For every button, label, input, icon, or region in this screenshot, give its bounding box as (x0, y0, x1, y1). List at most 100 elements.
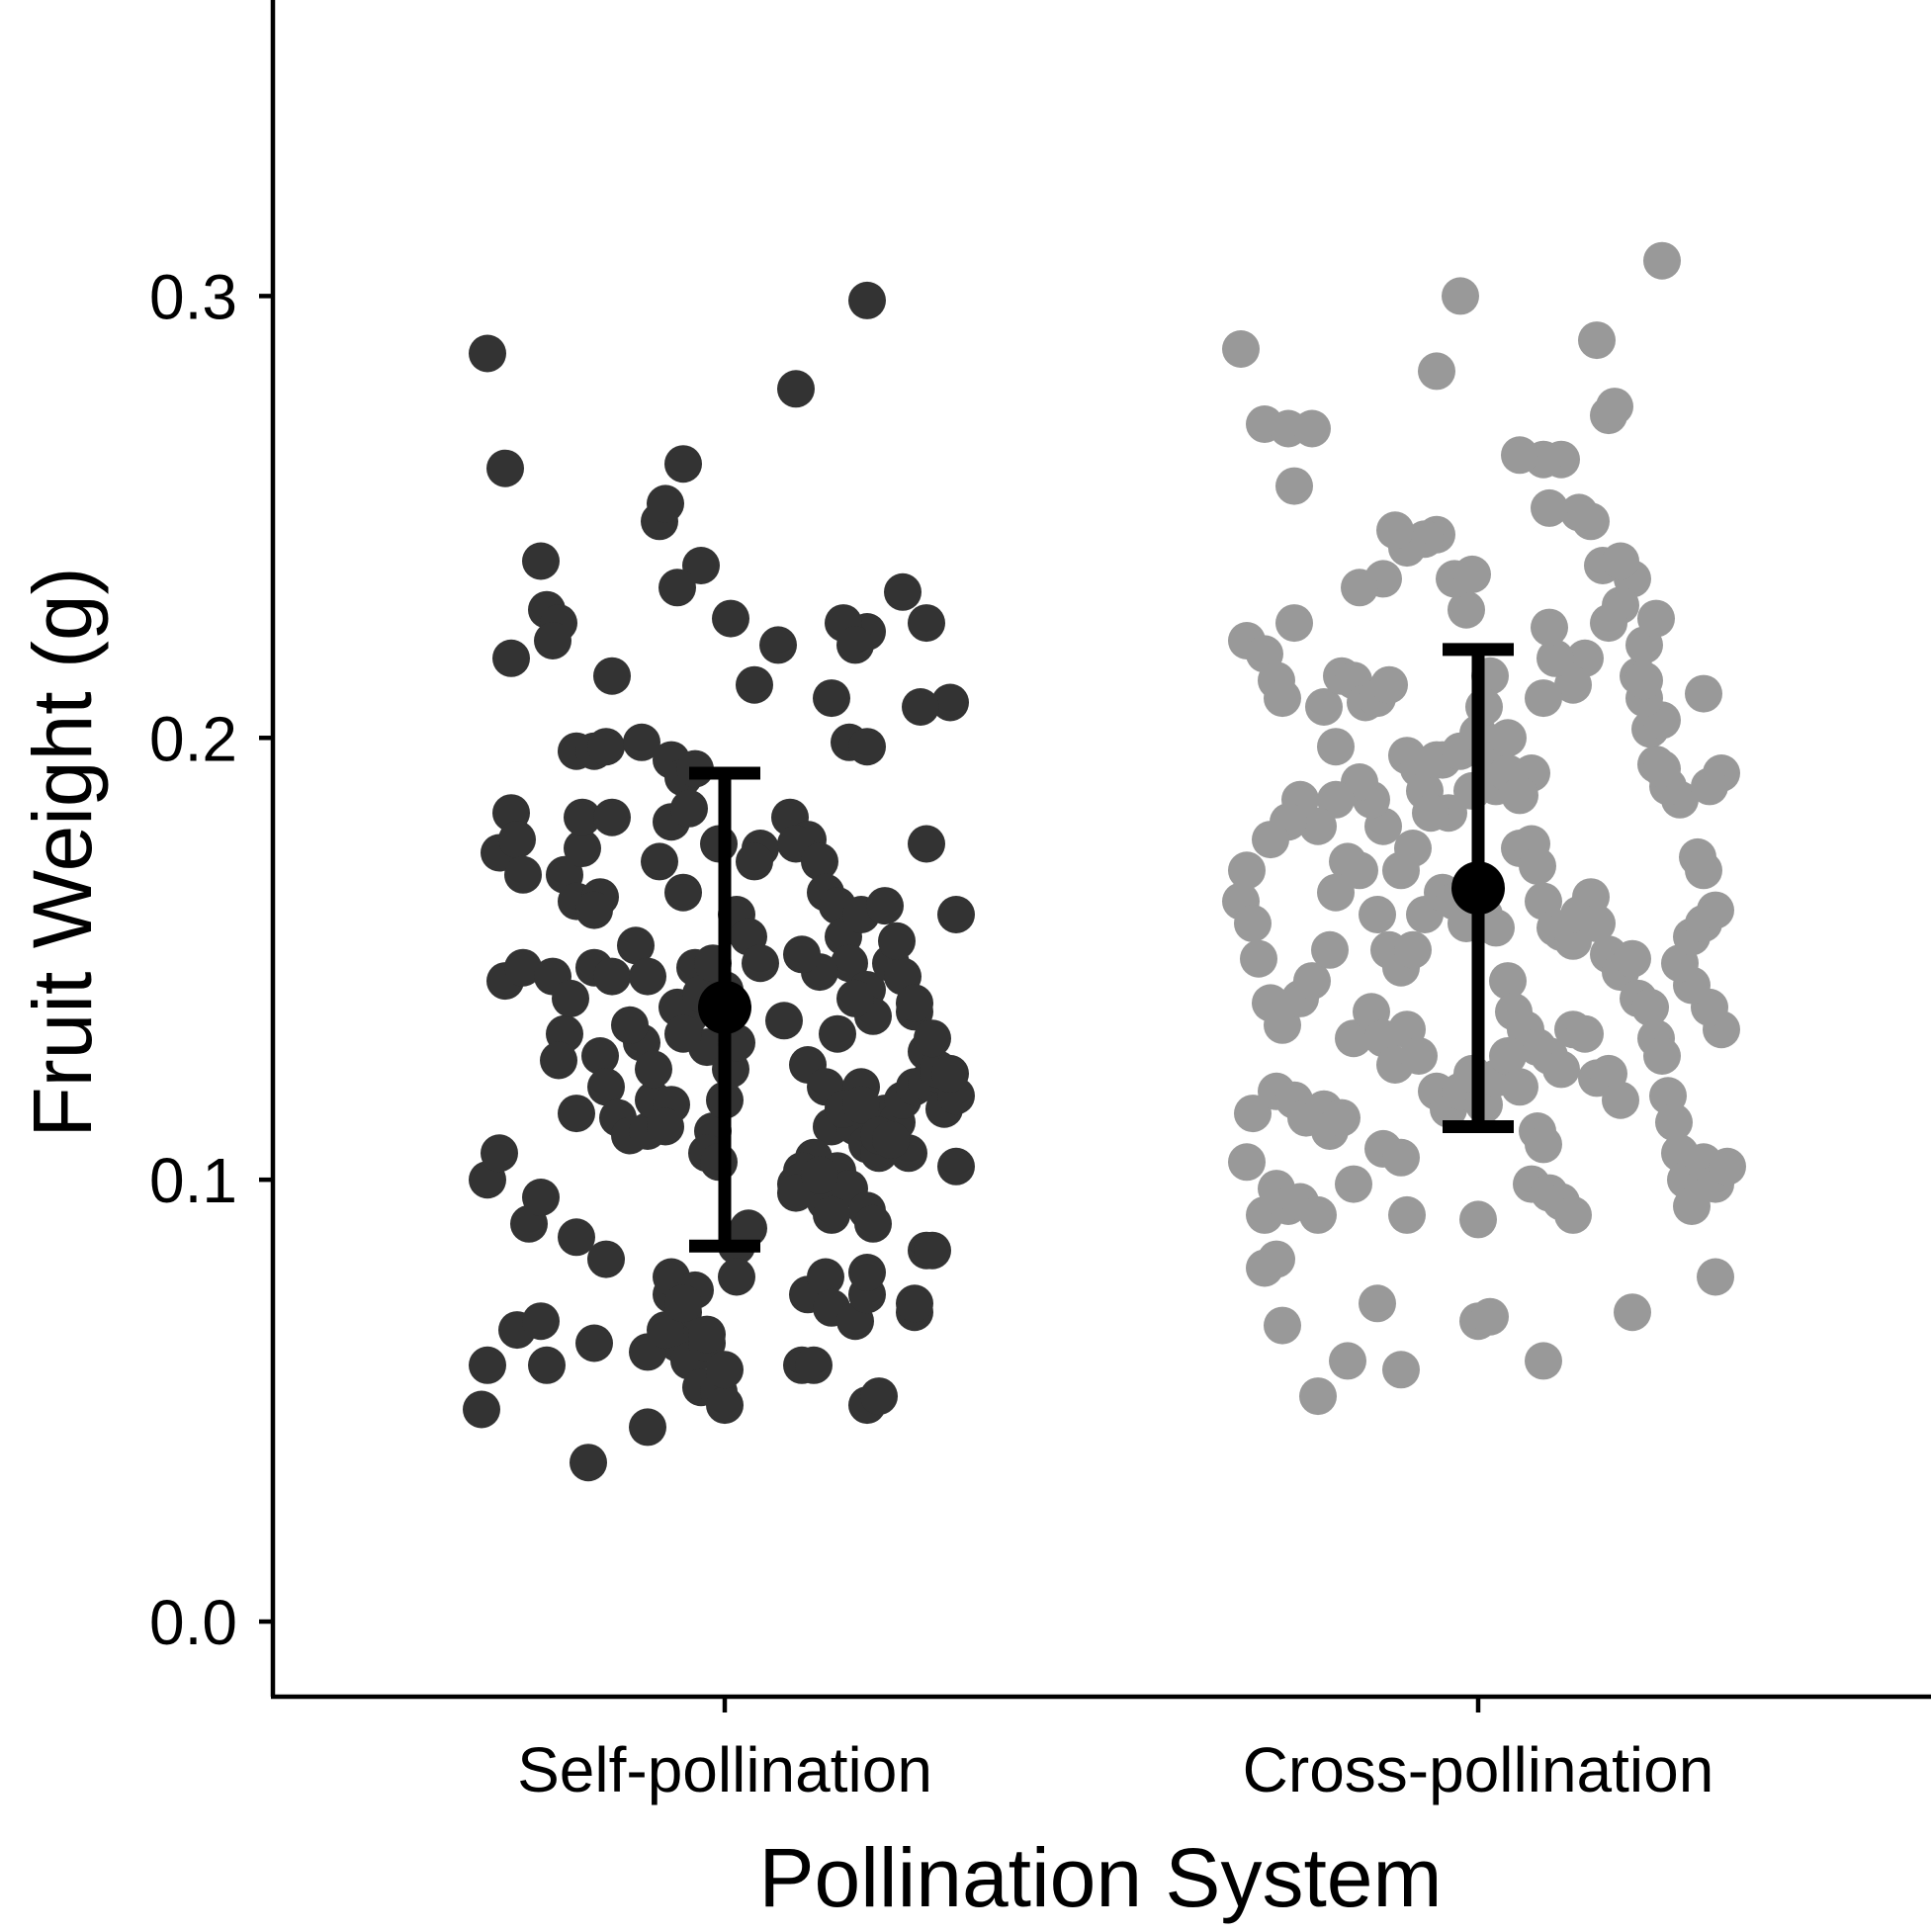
data-point (1311, 930, 1349, 969)
data-point (1554, 1195, 1592, 1234)
data-point (486, 449, 524, 487)
y-tick-label: 0.2 (149, 703, 237, 774)
data-point (540, 1041, 577, 1080)
data-point (558, 1218, 595, 1257)
data-point (1643, 749, 1681, 788)
data-point (1691, 767, 1728, 806)
data-point (564, 830, 601, 867)
data-point (1614, 1293, 1651, 1332)
x-tick-label: Cross-pollination (1243, 1734, 1714, 1805)
x-axis-title: Pollination System (759, 1831, 1443, 1924)
data-point (1264, 679, 1301, 718)
data-point (819, 1014, 856, 1053)
data-point (937, 896, 975, 933)
data-point (848, 281, 886, 319)
data-point (712, 599, 749, 638)
data-point (813, 1195, 850, 1234)
data-point (664, 873, 702, 912)
data-point (587, 1240, 625, 1278)
data-point (1673, 1187, 1711, 1225)
data-point (522, 1179, 560, 1216)
data-point (463, 1390, 500, 1429)
data-point (1442, 277, 1479, 315)
data-point (1258, 1240, 1295, 1278)
data-point (1531, 608, 1568, 647)
data-point (1631, 988, 1669, 1026)
data-point (1525, 1125, 1562, 1164)
data-point (1252, 821, 1289, 859)
y-tick-label: 0.1 (149, 1145, 237, 1216)
data-point (1335, 1165, 1372, 1203)
data-point (1489, 962, 1527, 1001)
data-point (1643, 1037, 1681, 1075)
data-point (504, 855, 542, 894)
data-point (1590, 604, 1627, 643)
data-point (1489, 719, 1527, 757)
data-point (1501, 776, 1538, 815)
data-point (1234, 905, 1272, 942)
data-point (831, 944, 868, 983)
data-point (1370, 665, 1408, 704)
data-point (872, 1120, 910, 1159)
data-point (902, 688, 939, 726)
data-point (1519, 846, 1556, 885)
data-point (765, 1002, 803, 1040)
data-point (1382, 1138, 1420, 1177)
data-point (552, 979, 589, 1017)
data-point (1578, 905, 1616, 942)
data-point (641, 842, 678, 881)
data-point (1341, 851, 1378, 890)
data-point (795, 1346, 833, 1384)
data-point (469, 1346, 506, 1384)
data-point (564, 798, 601, 836)
data-point (1602, 542, 1639, 580)
y-tick-label: 0.3 (149, 261, 237, 332)
data-point (469, 334, 506, 373)
data-point (813, 679, 850, 718)
data-point (1602, 1081, 1639, 1119)
data-point (593, 798, 631, 836)
data-point (1697, 891, 1734, 929)
data-point (664, 1014, 702, 1053)
data-point (1317, 780, 1355, 819)
data-point (498, 821, 536, 859)
data-point (931, 683, 969, 722)
data-point (1264, 1306, 1301, 1345)
data-point (718, 1258, 755, 1296)
data-point (611, 1006, 649, 1044)
data-point (836, 626, 874, 664)
data-point (629, 1408, 666, 1447)
data-point (1388, 1195, 1426, 1234)
data-point (1531, 488, 1568, 527)
data-point (914, 1231, 951, 1270)
data-point (730, 1209, 767, 1248)
data-point (896, 1284, 933, 1323)
data-point (647, 1311, 684, 1350)
data-point (736, 665, 773, 704)
data-point (570, 1444, 607, 1482)
data-point (1317, 728, 1355, 766)
data-point (504, 948, 542, 987)
data-point (664, 1284, 702, 1323)
data-point (1293, 409, 1331, 448)
data-point (801, 1156, 838, 1194)
data-point (1448, 590, 1485, 629)
mean-point (698, 980, 751, 1034)
data-point (617, 926, 655, 965)
data-point (1525, 679, 1562, 718)
data-point (1305, 688, 1343, 726)
data-point (587, 728, 625, 766)
data-point (706, 1351, 744, 1389)
data-point (635, 1050, 672, 1089)
data-point (801, 842, 838, 881)
data-point (1536, 639, 1574, 677)
data-point (1382, 1351, 1420, 1389)
data-point (593, 657, 631, 695)
data-point (842, 1086, 880, 1124)
data-point (575, 1324, 613, 1362)
data-point (1317, 873, 1355, 912)
data-point (1394, 930, 1432, 969)
data-point (1341, 569, 1378, 607)
data-point (1566, 1014, 1604, 1053)
